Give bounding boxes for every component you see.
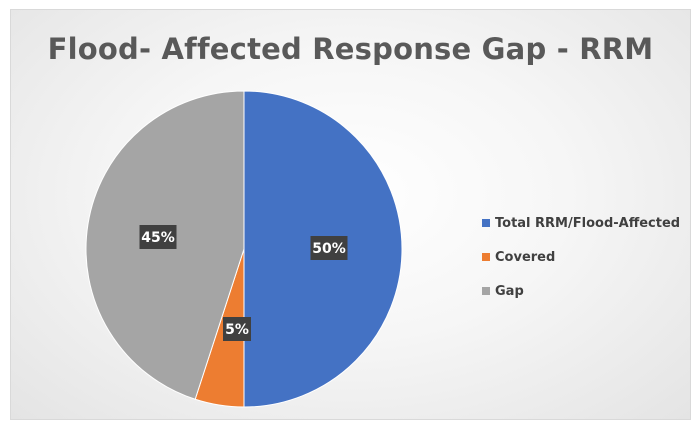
- data-label-box: [310, 236, 348, 260]
- legend-item-3: Gap: [482, 274, 680, 308]
- legend-swatch: [482, 253, 490, 261]
- chart-title: Flood- Affected Response Gap - RRM: [47, 32, 654, 66]
- legend-swatch: [482, 219, 490, 227]
- legend-label: Gap: [495, 283, 524, 299]
- legend-item-1: Total RRM/Flood-Affected: [482, 206, 680, 240]
- pie-chart: 50% 5% 45%: [85, 90, 403, 408]
- legend-item-2: Covered: [482, 240, 680, 274]
- data-label-1: 50%: [310, 236, 348, 260]
- data-label-2: 5%: [223, 317, 251, 341]
- data-label-text: 50%: [312, 241, 346, 257]
- legend-label: Covered: [495, 249, 556, 265]
- legend-label: Total RRM/Flood-Affected: [495, 215, 681, 231]
- data-label-text: 5%: [225, 322, 249, 338]
- data-label-text: 45%: [141, 230, 175, 246]
- chart-legend: Total RRM/Flood-Affected Covered Gap: [482, 206, 680, 308]
- chart-area: Flood- Affected Response Gap - RRM 50% 5%…: [10, 9, 691, 420]
- legend-swatch: [482, 287, 490, 295]
- data-label-box: [223, 317, 251, 341]
- data-label-box: [139, 225, 177, 249]
- data-label-3: 45%: [139, 225, 177, 249]
